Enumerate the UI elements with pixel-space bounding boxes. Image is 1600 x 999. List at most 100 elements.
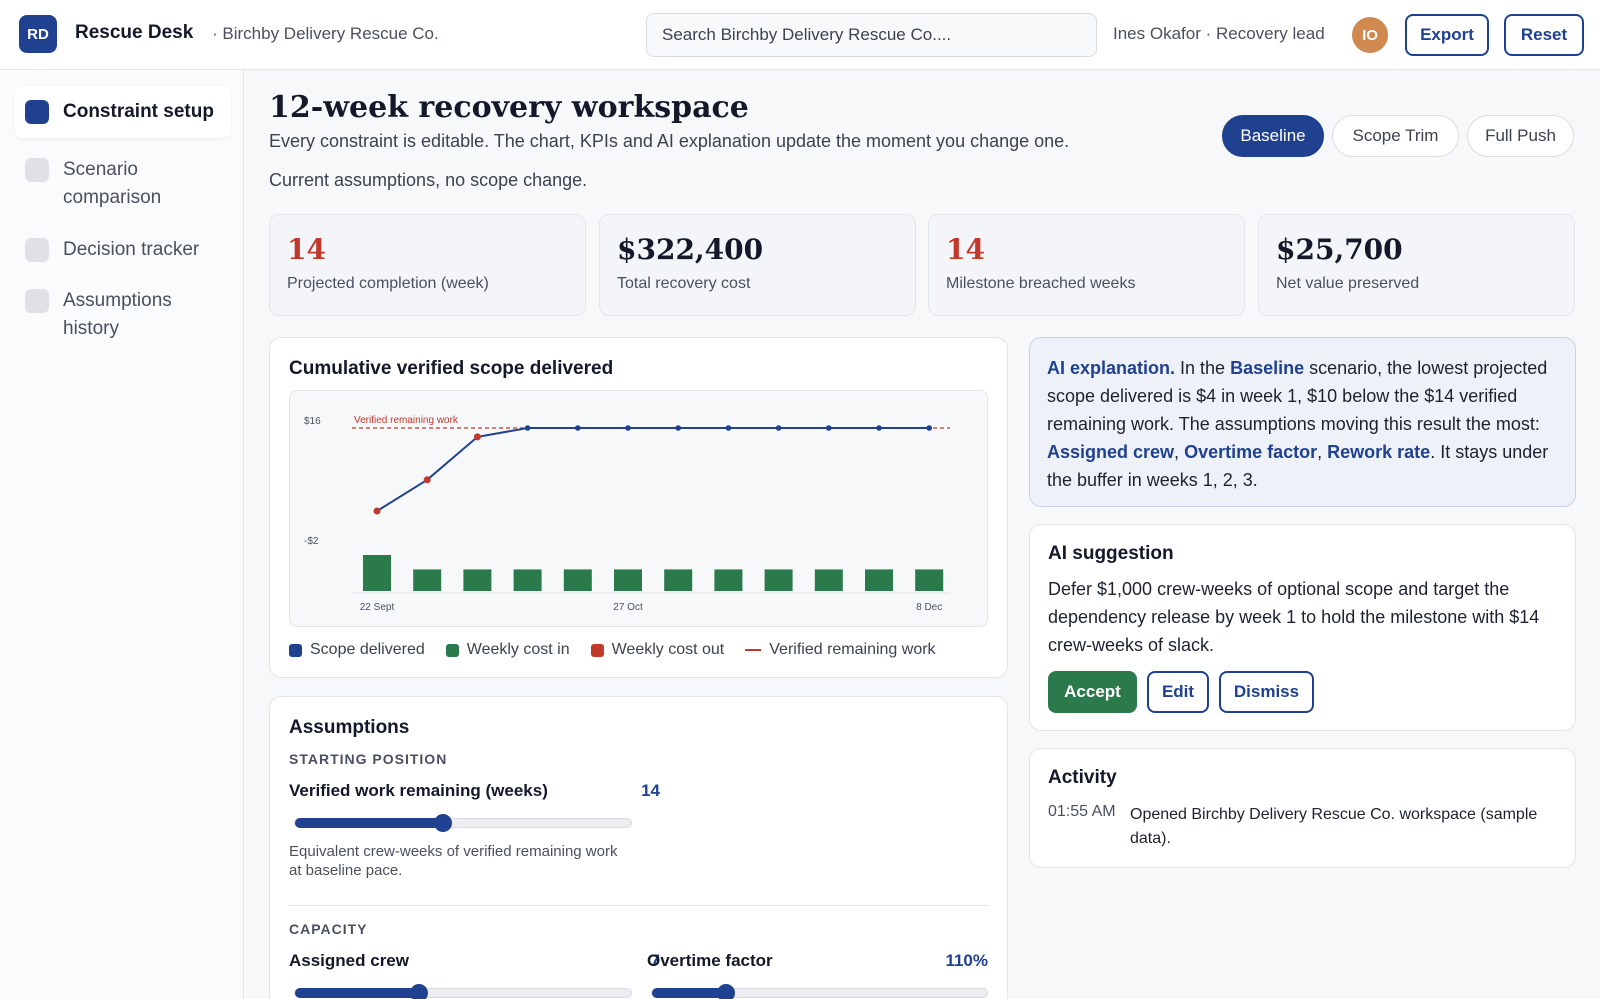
slider-fill: [295, 818, 443, 828]
nav-dot-icon: [25, 100, 49, 124]
reset-button[interactable]: Reset: [1504, 14, 1584, 56]
cost-in-bar: [714, 569, 743, 591]
section-label-capacity: CAPACITY: [289, 921, 368, 937]
scenario-pill-full-push[interactable]: Full Push: [1467, 115, 1574, 157]
cost-in-bar: [563, 569, 592, 591]
assigned-crew-slider[interactable]: [294, 984, 632, 999]
y-tick-label: -$2: [304, 536, 319, 547]
cost-in-bar: [463, 569, 492, 591]
scope-delivered-point: [625, 425, 631, 431]
scenario-pill-baseline[interactable]: Baseline: [1222, 115, 1324, 157]
scope-delivered-point: [775, 425, 782, 431]
user-name: Ines Okafor · Recovery lead: [1113, 24, 1325, 43]
sidebar-item-scenario-comparison[interactable]: Scenario comparison: [14, 144, 231, 224]
sidebar-item-decision-tracker[interactable]: Decision tracker: [14, 224, 231, 276]
cost-in-bar: [764, 569, 793, 591]
slider-thumb[interactable]: [410, 984, 429, 999]
kpi-value: 14: [287, 233, 326, 266]
verified-work-value: 14: [641, 781, 660, 800]
ai-explanation-panel: AI explanation. In the Baseline scenario…: [1029, 337, 1576, 507]
verified-work-slider[interactable]: [294, 814, 632, 832]
sidebar-item-constraint-setup[interactable]: Constraint setup: [14, 86, 231, 138]
assumptions-title: Assumptions: [289, 717, 410, 738]
ai-factor-link[interactable]: Rework rate: [1327, 442, 1431, 462]
chart-svg: $16 -$2 Verified remaining work 22 Sept 27 O…: [304, 415, 950, 613]
org-name: · Birchby Delivery Rescue Co.: [212, 24, 439, 43]
kpi-card-breached-weeks: 14 Milestone breached weeks: [928, 214, 1245, 316]
verified-work-label: Verified work remaining (weeks): [289, 781, 548, 800]
ai-suggestion-card: AI suggestion Defer $1,000 crew-weeks of…: [1029, 524, 1576, 731]
sidebar-item-label: Constraint setup: [63, 101, 214, 122]
cost-in-bar: [413, 569, 442, 591]
legend-swatch: [289, 643, 302, 657]
edit-button[interactable]: Edit: [1147, 671, 1209, 713]
kpi-label: Total recovery cost: [617, 275, 751, 292]
chart-title: Cumulative verified scope delivered: [289, 358, 614, 379]
x-tick-label: 22 Sept: [360, 602, 395, 613]
cost-in-bar: [915, 569, 944, 591]
legend-swatch: [445, 643, 459, 657]
sidebar-item-label: Decision tracker: [63, 239, 200, 260]
assumptions-card: Assumptions STARTING POSITION Verified w…: [269, 696, 1008, 999]
cost-in-bar: [664, 569, 693, 591]
export-button[interactable]: Export: [1405, 14, 1489, 56]
slider-thumb[interactable]: [433, 814, 452, 832]
ai-suggestion-text: Defer $1,000 crew-weeks of optional scop…: [1048, 579, 1540, 655]
app-name: Rescue Desk: [75, 22, 194, 43]
activity-text: Opened Birchby Delivery Rescue Co. works…: [1130, 806, 1538, 847]
page-subtitle: Every constraint is editable. The chart,…: [269, 131, 1070, 151]
overtime-factor-slider[interactable]: [651, 984, 988, 999]
ai-explanation-text: In the: [1175, 358, 1231, 378]
x-tick-label: 27 Oct: [613, 602, 643, 613]
overtime-factor-value: 110%: [945, 951, 988, 970]
chart-card: Cumulative verified scope delivered $16 -…: [269, 337, 1008, 678]
scenario-pill-scope-trim[interactable]: Scope Trim: [1332, 115, 1459, 157]
scope-delivered-point: [876, 425, 882, 431]
page-title: 12-week recovery workspace: [269, 90, 749, 125]
activity-title: Activity: [1048, 767, 1117, 788]
accept-button[interactable]: Accept: [1048, 671, 1137, 713]
legend-label: Weekly cost out: [611, 641, 725, 658]
scenario-status: Current assumptions, no scope change.: [269, 170, 588, 190]
kpi-label: Net value preserved: [1276, 275, 1420, 292]
scope-delivered-line: [376, 427, 930, 512]
cost-in-bar: [513, 569, 542, 591]
sidebar-item-assumptions-history[interactable]: Assumptions history: [14, 275, 231, 355]
dismiss-button[interactable]: Dismiss: [1219, 671, 1314, 713]
ai-explanation-sep: ,: [1174, 442, 1185, 462]
app-logo: RD: [19, 15, 57, 53]
cost-in-bar: [614, 569, 642, 591]
legend-item-cost-in: Weekly cost in: [445, 641, 570, 659]
sidebar-item-label: Scenario comparison: [63, 159, 162, 208]
scope-delivered-point: [423, 476, 431, 484]
slider-fill: [295, 988, 420, 998]
legend-item-cost-out: Weekly cost out: [590, 641, 725, 659]
kpi-value: 14: [946, 233, 985, 266]
legend-label: Verified remaining work: [769, 641, 936, 658]
kpi-card-total-cost: $322,400 Total recovery cost: [599, 214, 916, 316]
nav-dot-icon: [25, 289, 49, 313]
slider-thumb[interactable]: [716, 984, 735, 999]
avatar[interactable]: IO: [1352, 17, 1388, 53]
scope-delivered-point: [373, 507, 381, 515]
nav-dot-icon: [25, 238, 49, 262]
scope-delivered-point: [675, 425, 681, 431]
verified-work-helper: Equivalent crew-weeks of verified remain…: [289, 843, 618, 879]
ai-explanation-sep: ,: [1317, 442, 1328, 462]
ai-factor-link[interactable]: Assigned crew: [1047, 442, 1175, 462]
ai-explanation-scenario: Baseline: [1230, 358, 1305, 378]
top-bar: RD Rescue Desk · Birchby Delivery Rescue…: [0, 0, 1600, 70]
ai-explanation-lead: AI explanation.: [1047, 358, 1176, 378]
slider-fill: [652, 988, 726, 998]
search-input[interactable]: [646, 13, 1097, 57]
scope-delivered-point: [575, 425, 581, 431]
sidebar-item-label: Assumptions history: [63, 290, 172, 339]
sidebar: Constraint setup Scenario comparison Dec…: [0, 70, 244, 999]
legend-label: Scope delivered: [310, 641, 425, 658]
activity-card: Activity 01:55 AM Opened Birchby Deliver…: [1029, 748, 1576, 868]
ai-factor-link[interactable]: Overtime factor: [1184, 442, 1318, 462]
section-label-starting: STARTING POSITION: [289, 751, 448, 767]
assigned-crew-label: Assigned crew: [289, 951, 409, 970]
scope-delivered-point: [926, 425, 932, 431]
kpi-label: Milestone breached weeks: [946, 275, 1136, 292]
